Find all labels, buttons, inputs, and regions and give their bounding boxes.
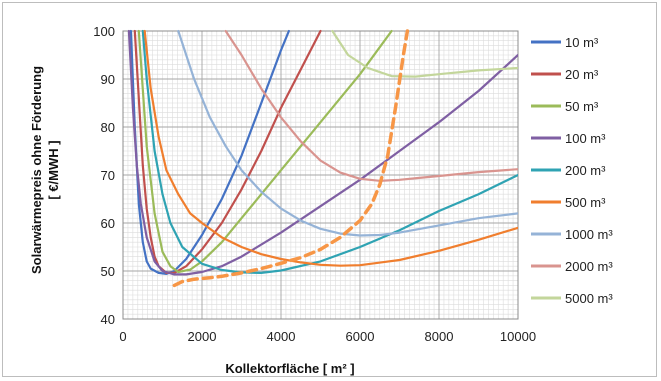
y-tick-label: 60 — [101, 216, 115, 231]
series-line-dashed-optimum — [172, 29, 410, 288]
y-tick-label: 100 — [93, 24, 115, 39]
legend-label: 2000 m³ — [565, 259, 613, 274]
legend-label: 1000 m³ — [565, 227, 613, 242]
y-tick-label: 50 — [101, 264, 115, 279]
legend-label: 5000 m³ — [565, 291, 613, 306]
y-tick-label: 80 — [101, 120, 115, 135]
chart-svg: 40 50 60 70 80 90 100 0 2000 4000 6000 8000 10000 10… — [29, 24, 613, 376]
y-axis-title-line1: Solarwärmepreis ohne Förderung — [29, 66, 44, 274]
legend-label: 200 m³ — [565, 163, 606, 178]
y-axis-title-line2: [ €/MWH ] — [46, 140, 61, 199]
x-tick-label: 6000 — [346, 329, 375, 344]
y-tick-label: 40 — [101, 312, 115, 327]
legend-label: 20 m³ — [565, 67, 599, 82]
y-axis-title-group: Solarwärmepreis ohne Förderung [ €/MWH ] — [29, 66, 61, 274]
series-line-5000m — [331, 29, 518, 78]
chart-frame: 40 50 60 70 80 90 100 0 2000 4000 6000 8000 10000 10… — [2, 2, 657, 377]
series-layer — [127, 29, 518, 288]
x-tick-label: 4000 — [267, 329, 296, 344]
series-line-100m — [127, 29, 518, 276]
series-line-20m — [133, 29, 322, 274]
y-tick-label: 90 — [101, 72, 115, 87]
x-tick-label: 0 — [119, 329, 126, 344]
series-line-1000m — [177, 29, 518, 237]
legend-label: 50 m³ — [565, 99, 599, 114]
series-line-500m — [143, 29, 518, 267]
series-line-2000m — [224, 29, 518, 182]
legend-label: 10 m³ — [565, 35, 599, 50]
legend-label: 100 m³ — [565, 131, 606, 146]
x-tick-label: 8000 — [425, 329, 454, 344]
series-line-50m — [137, 29, 393, 274]
axis-layer: 40 50 60 70 80 90 100 0 2000 4000 6000 8000 10000 — [93, 24, 536, 344]
x-tick-label: 10000 — [500, 329, 536, 344]
y-tick-label: 70 — [101, 168, 115, 183]
x-tick-label: 2000 — [188, 329, 217, 344]
legend-label: 500 m³ — [565, 195, 606, 210]
x-axis-title: Kollektorfläche [ m² ] — [225, 361, 354, 376]
legend-layer: 10 m³ 20 m³ 50 m³ 100 m³ 200 m³ 500 m³ 1000 m³… — [531, 35, 613, 306]
